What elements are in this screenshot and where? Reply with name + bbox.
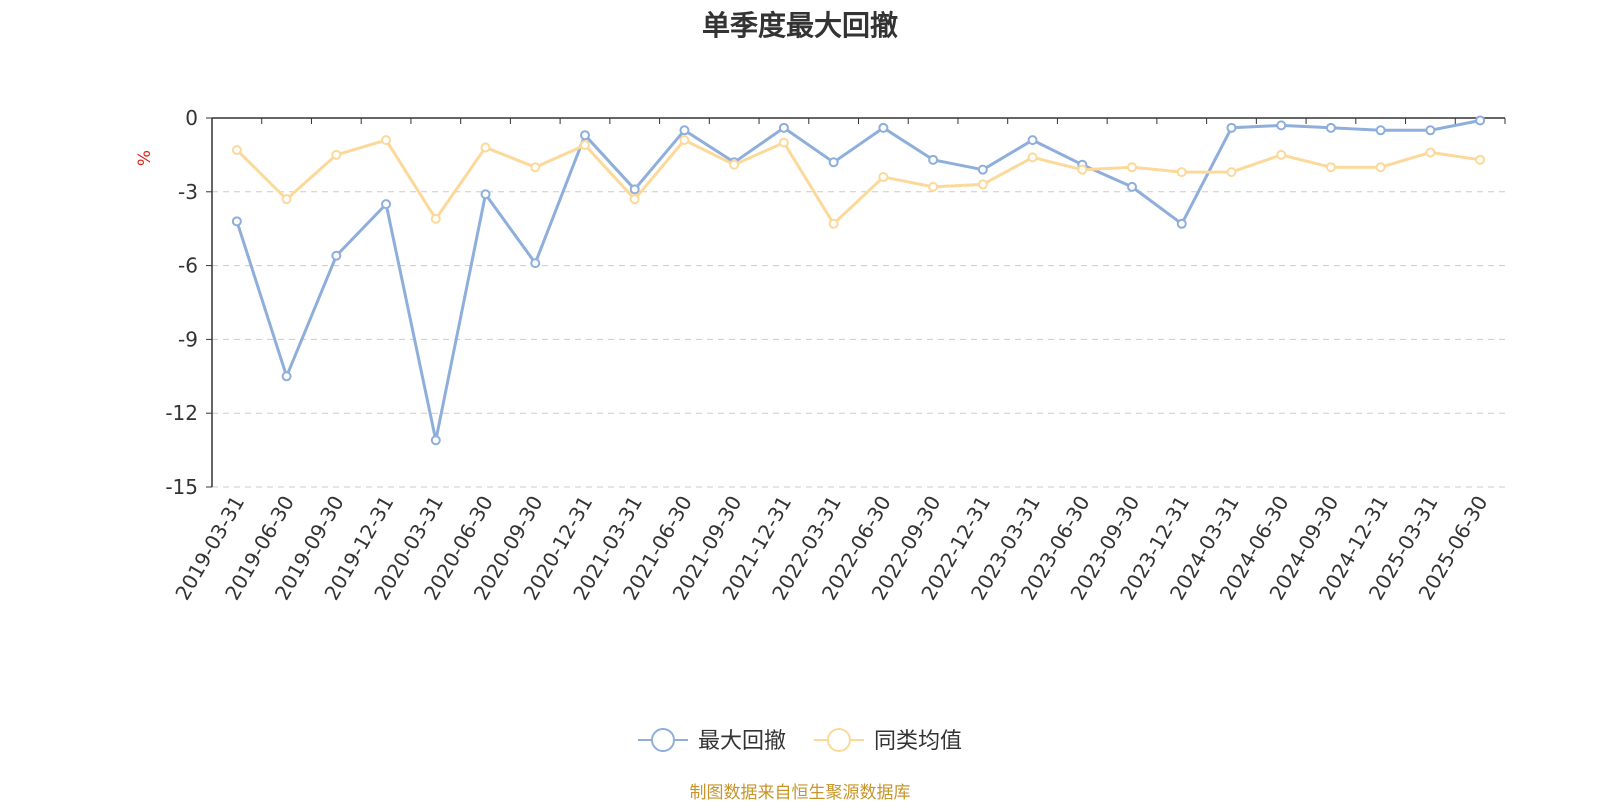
data-point[interactable] [530, 258, 541, 269]
axes: 0-3-6-9-12-152019-03-312019-06-302019-09… [135, 106, 1506, 604]
data-point[interactable] [928, 154, 939, 165]
data-point[interactable] [828, 157, 839, 168]
data-point[interactable] [1475, 154, 1486, 165]
data-point[interactable] [1425, 125, 1436, 136]
data-point[interactable] [1176, 167, 1187, 178]
data-point[interactable] [430, 213, 441, 224]
data-point[interactable] [1027, 152, 1038, 163]
data-point[interactable] [430, 435, 441, 446]
data-point[interactable] [1425, 147, 1436, 158]
data-point[interactable] [1027, 135, 1038, 146]
data-point[interactable] [977, 179, 988, 190]
data-point[interactable] [281, 194, 292, 205]
data-point[interactable] [778, 137, 789, 148]
legend-marker-icon [651, 728, 675, 752]
data-point[interactable] [1127, 181, 1138, 192]
y-axis-unit-label: % [135, 150, 155, 166]
data-point[interactable] [729, 159, 740, 170]
grid-lines [212, 191, 1505, 488]
data-point[interactable] [1127, 162, 1138, 173]
data-point[interactable] [381, 199, 392, 210]
y-tick-label: -3 [178, 180, 198, 204]
y-tick-label: -12 [165, 401, 198, 425]
data-point[interactable] [480, 142, 491, 153]
data-point[interactable] [1276, 120, 1287, 131]
data-point[interactable] [331, 250, 342, 261]
y-tick-label: -6 [178, 254, 198, 278]
legend-marker-icon [827, 728, 851, 752]
data-point[interactable] [629, 194, 640, 205]
data-point[interactable] [1325, 122, 1336, 133]
chart-title: 单季度最大回撤 [701, 9, 898, 42]
legend-item-0[interactable]: 最大回撤 [638, 728, 786, 754]
data-point[interactable] [281, 371, 292, 382]
series-lines [231, 115, 1486, 446]
data-point[interactable] [231, 216, 242, 227]
source-note: 制图数据来自恒生聚源数据库 [689, 783, 911, 803]
data-point[interactable] [679, 125, 690, 136]
legend-label: 最大回撤 [698, 729, 786, 754]
data-point[interactable] [231, 144, 242, 155]
legend[interactable]: 最大回撤 同类均值 [638, 728, 962, 754]
data-point[interactable] [1077, 164, 1088, 175]
data-point[interactable] [381, 135, 392, 146]
data-point[interactable] [1375, 162, 1386, 173]
data-point[interactable] [1226, 167, 1237, 178]
y-tick-label: -15 [165, 475, 198, 499]
data-point[interactable] [1475, 115, 1486, 126]
series-line-0[interactable] [235, 119, 1481, 442]
data-point[interactable] [480, 189, 491, 200]
data-point[interactable] [977, 164, 988, 175]
data-point[interactable] [778, 122, 789, 133]
data-point[interactable] [1176, 218, 1187, 229]
data-point[interactable] [331, 149, 342, 160]
series-line-1[interactable] [235, 138, 1481, 226]
data-point[interactable] [878, 172, 889, 183]
data-point[interactable] [1276, 149, 1287, 160]
data-point[interactable] [579, 130, 590, 141]
data-point[interactable] [1375, 125, 1386, 136]
y-tick-label: -9 [178, 327, 198, 351]
data-point[interactable] [530, 162, 541, 173]
data-point[interactable] [1226, 122, 1237, 133]
y-tick-label: 0 [185, 106, 198, 130]
data-point[interactable] [1325, 162, 1336, 173]
data-point[interactable] [629, 184, 640, 195]
legend-item-1[interactable]: 同类均值 [814, 728, 962, 754]
data-point[interactable] [828, 218, 839, 229]
data-point[interactable] [878, 122, 889, 133]
data-point[interactable] [928, 181, 939, 192]
legend-label: 同类均值 [874, 729, 962, 754]
data-point[interactable] [679, 135, 690, 146]
data-point[interactable] [579, 140, 590, 151]
